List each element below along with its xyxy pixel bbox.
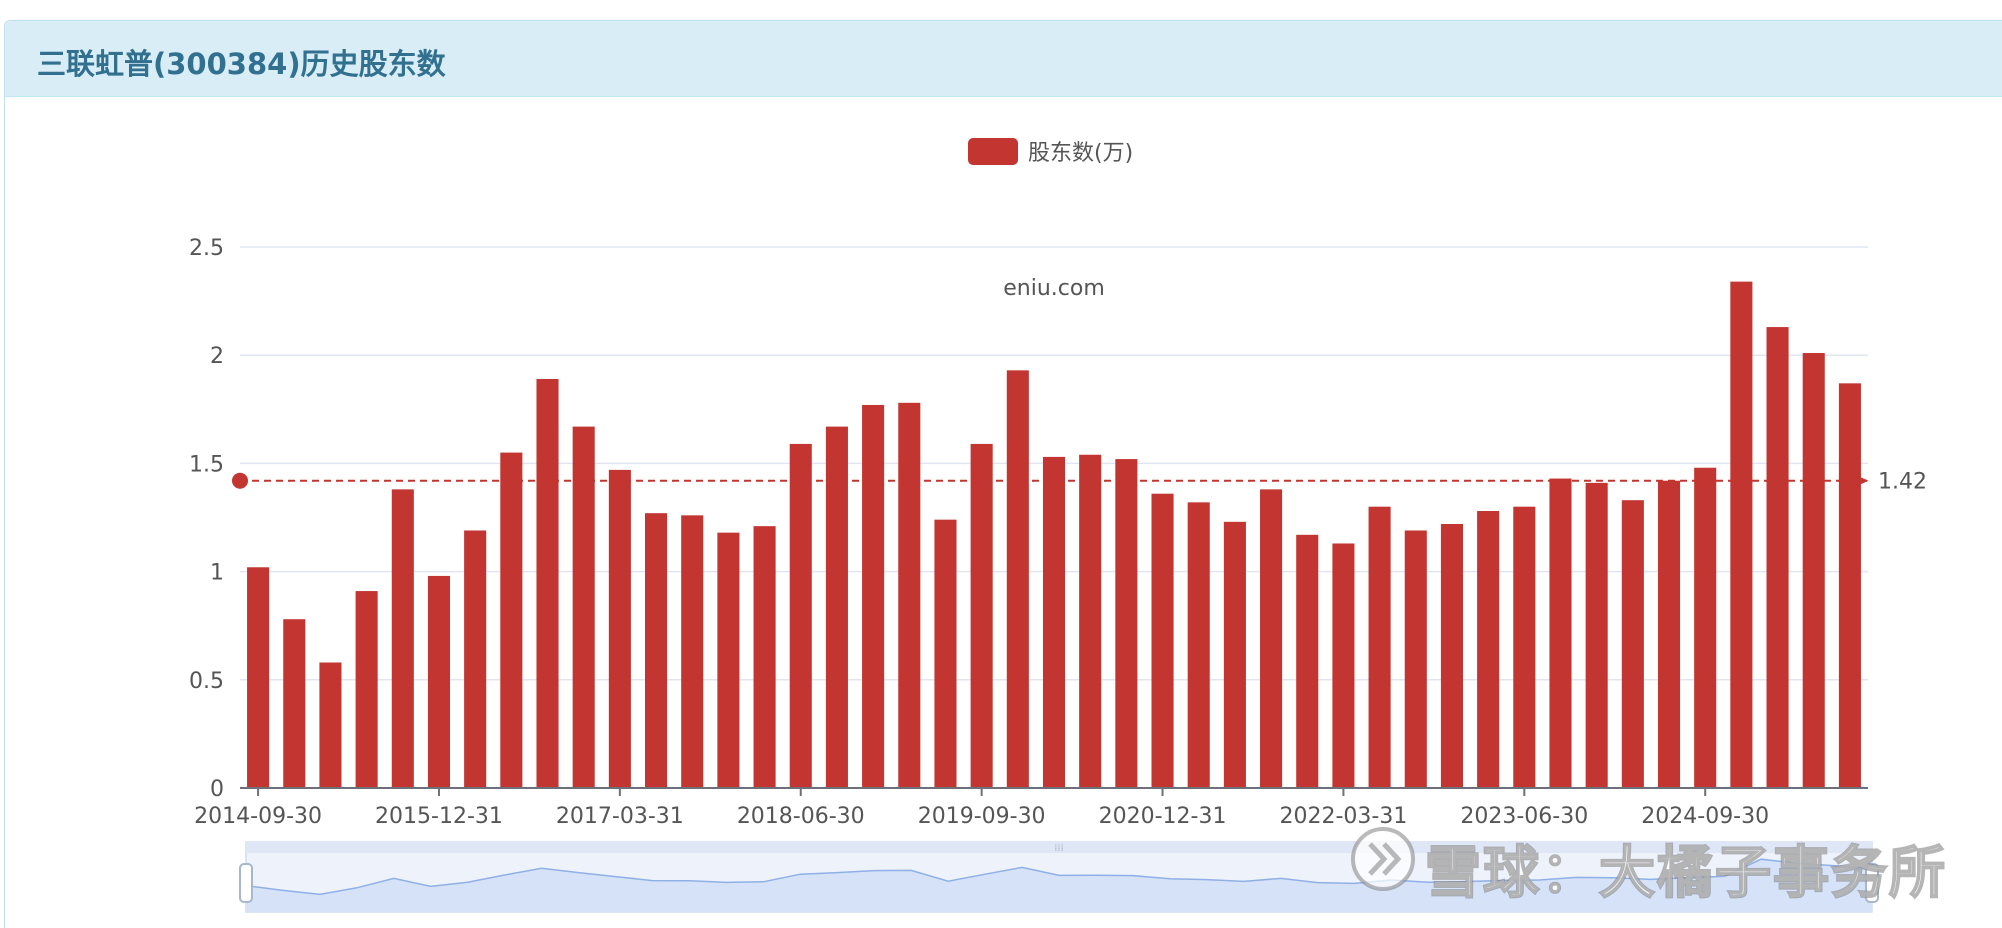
bar[interactable]: [753, 526, 776, 788]
y-axis: 0 0.5 1 1.5 2 2.5: [189, 236, 224, 802]
y-tick-label: 2: [210, 344, 224, 369]
zoom-left-handle[interactable]: [239, 863, 253, 903]
bar[interactable]: [283, 619, 306, 788]
bar[interactable]: [862, 404, 885, 788]
bar[interactable]: [1042, 456, 1066, 788]
x-tick-label: 2018-06-30: [737, 804, 865, 829]
y-tick-label: 0: [210, 777, 224, 802]
x-tick-label: 2024-09-30: [1641, 804, 1769, 829]
bar[interactable]: [1404, 530, 1427, 788]
bar[interactable]: [1115, 459, 1138, 788]
bar[interactable]: [1513, 506, 1536, 788]
bar[interactable]: [1006, 370, 1029, 788]
bar[interactable]: [608, 469, 631, 788]
zoom-move-handle[interactable]: [246, 841, 1872, 853]
y-tick-label: 1: [210, 561, 224, 586]
bar[interactable]: [247, 567, 270, 788]
bar[interactable]: [391, 489, 414, 788]
x-tick-label: 2019-09-30: [918, 804, 1046, 829]
watermark-overlay: 雪球：大橘子事务所: [1424, 840, 1947, 907]
x-tick-label: 2023-06-30: [1460, 804, 1588, 829]
legend-label: 股东数(万): [1028, 141, 1133, 166]
bar[interactable]: [1802, 353, 1825, 788]
panel-header: 三联虹普(300384)历史股东数: [5, 21, 2002, 97]
bar[interactable]: [1368, 506, 1391, 788]
zoom-preview-area: [246, 859, 1872, 912]
bar-series[interactable]: [247, 281, 1861, 788]
bar[interactable]: [1296, 534, 1319, 788]
snowball-logo-icon: [1351, 827, 1415, 891]
bar[interactable]: [536, 379, 559, 788]
bar[interactable]: [1621, 500, 1644, 788]
bar[interactable]: [1585, 482, 1608, 788]
bar[interactable]: [1440, 523, 1463, 788]
bar[interactable]: [789, 443, 812, 788]
x-axis: 2014-09-30 2015-12-31 2017-03-31 2018-06-30…: [194, 787, 1868, 829]
zoom-right-handle[interactable]: [1865, 863, 1879, 903]
x-tick-label: 2017-03-31: [556, 804, 684, 829]
bar[interactable]: [500, 452, 523, 788]
data-zoom-slider[interactable]: ⁞⁞⁞: [239, 841, 1879, 913]
bar[interactable]: [319, 662, 342, 788]
average-markline: 1.42: [232, 470, 1927, 495]
y-tick-label: 1.5: [189, 452, 224, 477]
watermark-site: eniu.com: [1003, 276, 1105, 301]
bar[interactable]: [1477, 511, 1500, 788]
bar[interactable]: [681, 515, 704, 788]
bar[interactable]: [572, 426, 595, 788]
bar[interactable]: [1223, 521, 1246, 788]
bar[interactable]: [1657, 480, 1681, 788]
bar[interactable]: [1332, 543, 1355, 788]
bar[interactable]: [1694, 467, 1717, 788]
bar[interactable]: [1260, 489, 1283, 788]
bar[interactable]: [1766, 327, 1789, 788]
bar[interactable]: [1151, 493, 1174, 788]
bar[interactable]: [645, 513, 668, 788]
markline-label: 1.42: [1878, 470, 1927, 495]
bar[interactable]: [427, 575, 451, 788]
bar[interactable]: [464, 530, 487, 788]
bar[interactable]: [970, 443, 993, 788]
bar[interactable]: [1549, 478, 1572, 788]
grip-icon: ⁞⁞⁞: [1054, 843, 1064, 854]
zoom-preview-line: [245, 858, 1873, 896]
markline-arrow-icon: [1845, 470, 1869, 491]
y-tick-label: 2.5: [189, 236, 224, 261]
x-tick-label: 2014-09-30: [194, 804, 322, 829]
bar[interactable]: [717, 532, 740, 788]
bar[interactable]: [1730, 281, 1753, 788]
bar[interactable]: [355, 591, 378, 788]
bar[interactable]: [825, 426, 848, 788]
x-tick-label: 2022-03-31: [1279, 804, 1407, 829]
chart-legend[interactable]: 股东数(万): [968, 138, 1133, 166]
bar[interactable]: [898, 402, 921, 788]
x-tick-label: 2020-12-31: [1099, 804, 1227, 829]
panel-title: 三联虹普(300384)历史股东数: [37, 47, 446, 81]
y-tick-label: 0.5: [189, 669, 224, 694]
legend-swatch: [968, 138, 1018, 165]
bar[interactable]: [1079, 454, 1102, 788]
bar[interactable]: [1838, 383, 1861, 788]
bar[interactable]: [934, 519, 957, 788]
x-tick-label: 2015-12-31: [375, 804, 503, 829]
bar[interactable]: [1187, 502, 1210, 788]
